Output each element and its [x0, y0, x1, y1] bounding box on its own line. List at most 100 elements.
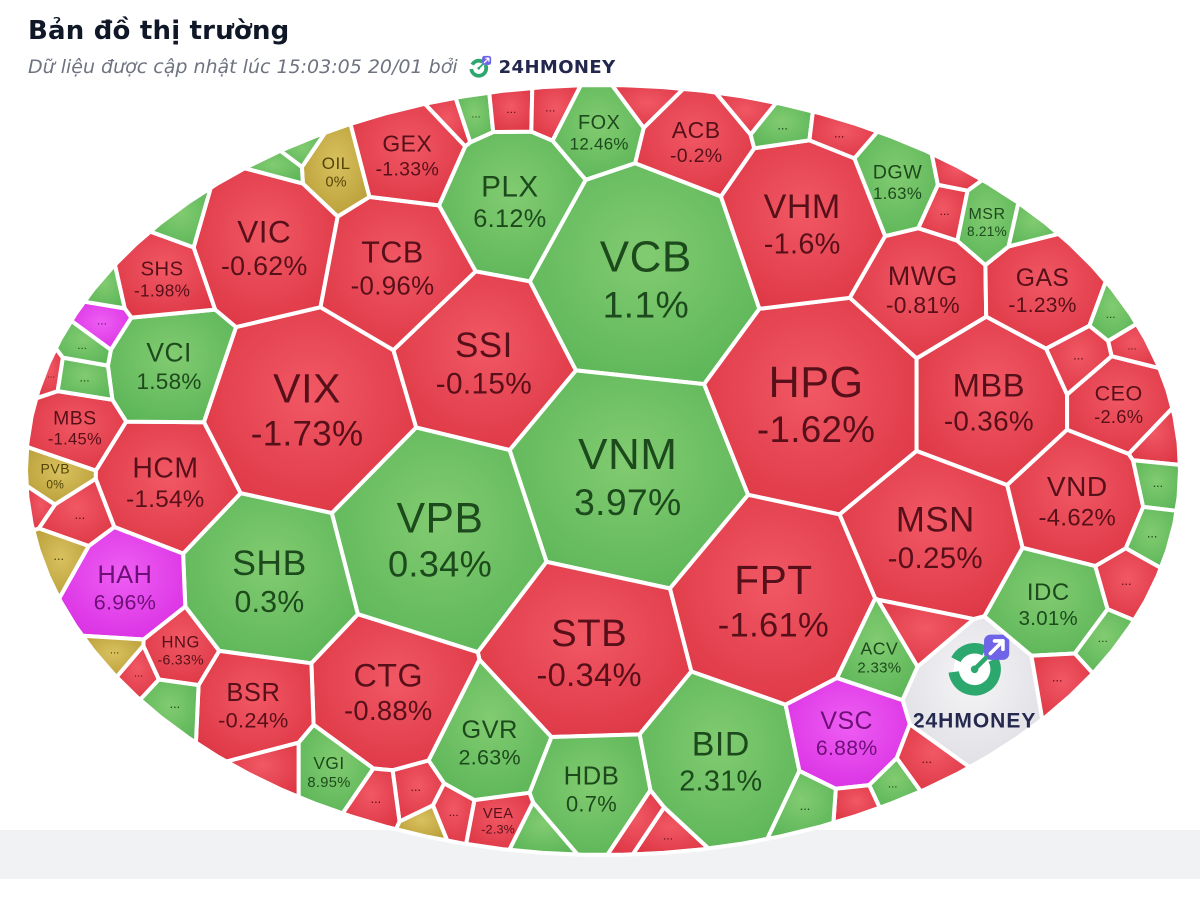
cell-pct: 0.3% — [234, 586, 304, 619]
cell-tiny-69[interactable] — [605, 788, 667, 857]
cell-dots: ... — [80, 374, 90, 384]
cell-tiny-70[interactable] — [507, 800, 580, 857]
cell-pct: -2.3% — [481, 823, 515, 837]
cell-pct: -0.25% — [888, 542, 983, 575]
cell-dots: ... — [170, 700, 181, 710]
cell-pct: 12.46% — [570, 135, 629, 154]
cell-pct: -6.33% — [157, 652, 204, 668]
cell-tiny-50[interactable] — [807, 109, 880, 161]
cell-ticker: VSC — [820, 707, 873, 735]
cell-dots: ... — [48, 373, 56, 380]
cell-dots: ... — [110, 647, 120, 656]
cell-ticker: VPB — [397, 494, 484, 542]
cell-ticker: GEX — [382, 131, 432, 157]
cell-tiny-66[interactable] — [831, 783, 882, 825]
cell-dots: ... — [507, 105, 517, 115]
cell-dots: ... — [135, 670, 144, 679]
24hmoney-icon — [468, 55, 491, 78]
cell-pct: -0.81% — [886, 292, 960, 318]
cell-pct: 1.63% — [873, 184, 922, 203]
cell-tiny-78[interactable] — [80, 633, 146, 680]
24hmoney-logo-text: 24HMONEY — [913, 709, 1037, 732]
cell-pct: -0.36% — [944, 406, 1034, 437]
cell-tiny-86[interactable] — [82, 262, 127, 311]
cell-tiny-62[interactable] — [1029, 651, 1095, 722]
cell-tiny-81[interactable] — [24, 484, 57, 533]
cell-ticker: ACV — [861, 639, 899, 659]
cell-tiny-74[interactable] — [340, 766, 402, 832]
cell-pct: -1.23% — [1008, 294, 1076, 317]
cell-pct: -0.34% — [537, 656, 642, 693]
24hmoney-logo-icon — [948, 634, 1010, 696]
cell-tiny-46[interactable] — [529, 83, 583, 143]
cell-ticker: VND — [1047, 471, 1108, 502]
cell-ticker: VCB — [600, 233, 692, 282]
cell-ticker: TCB — [361, 236, 424, 270]
cell-ticker: CEO — [1095, 382, 1143, 406]
cell-pct: 6.88% — [816, 737, 878, 760]
cell-tiny-87[interactable] — [148, 186, 213, 250]
cell-tiny-53[interactable] — [1006, 200, 1061, 249]
cell-dots: ... — [411, 783, 422, 793]
cell-tiny-75[interactable] — [224, 740, 301, 799]
cell-ticker: HCM — [132, 453, 198, 485]
cell-tiny-51[interactable] — [929, 151, 985, 193]
cell-dots: ... — [800, 802, 811, 812]
cell-pct: -1.45% — [48, 431, 102, 449]
cell-FOX[interactable] — [550, 83, 646, 182]
cell-ticker: MSR — [968, 206, 1005, 223]
cell-pct: -1.98% — [134, 281, 190, 301]
cell-dots: ... — [449, 808, 459, 818]
cell-pct: -2.6% — [1094, 406, 1143, 427]
cell-ticker: SHS — [141, 259, 184, 281]
cell-pct: -0.62% — [221, 251, 308, 281]
cell-ticker: SHB — [232, 543, 307, 583]
cell-ticker: MSN — [896, 501, 975, 540]
cell-pct: 0.7% — [566, 791, 617, 816]
cell-ticker: PLX — [481, 170, 539, 203]
cell-dots: ... — [1153, 479, 1163, 489]
cell-tiny-89[interactable] — [242, 148, 305, 186]
cell-pct: -4.62% — [1039, 504, 1117, 531]
cell-pct: -0.15% — [436, 367, 532, 400]
cell-ticker: VEA — [483, 806, 514, 822]
cell-pct: 2.63% — [458, 746, 520, 770]
cell-ticker: VCI — [146, 338, 192, 368]
cell-pct: 2.33% — [857, 660, 901, 677]
cell-dots: ... — [778, 122, 789, 132]
cell-dots: ... — [1074, 352, 1085, 362]
page-header: Bản đồ thị trường Dữ liệu được cập nhật … — [0, 0, 1200, 82]
page-title: Bản đồ thị trường — [28, 16, 290, 46]
cell-ticker: DGW — [873, 162, 923, 184]
brand-logo: 24HMONEY — [466, 54, 616, 81]
cell-ticker: MWG — [888, 261, 958, 291]
cell-ticker: ACB — [672, 117, 721, 143]
cell-tiny-68[interactable] — [630, 805, 711, 857]
cell-dots: ... — [835, 129, 845, 139]
cell-dots: ... — [1053, 674, 1064, 684]
cell-tiny-52[interactable] — [916, 183, 970, 243]
cell-ticker: VHM — [764, 188, 841, 226]
cell-dots: ... — [97, 317, 107, 327]
cell-tiny-67[interactable] — [765, 769, 838, 841]
cell-ticker: BSR — [226, 679, 280, 707]
cell-pct: -1.6% — [764, 229, 841, 261]
update-info-text: Dữ liệu được cập nhật lúc 15:03:05 20/01… — [28, 56, 458, 79]
update-info-row: Dữ liệu được cập nhật lúc 15:03:05 20/01… — [28, 52, 1200, 82]
cell-tiny-47[interactable] — [610, 83, 686, 130]
cell-tiny-63[interactable] — [875, 597, 976, 669]
cell-pct: 1.58% — [136, 369, 201, 394]
cell-pct: -0.24% — [218, 708, 289, 733]
cell-pct: -1.62% — [757, 409, 875, 450]
cell-ticker: FOX — [578, 112, 620, 134]
cell-pct: 3.97% — [574, 481, 682, 523]
cell-ticker: VNM — [578, 430, 677, 479]
cell-pct: -0.88% — [344, 695, 433, 726]
cell-dots: ... — [922, 755, 933, 765]
cell-tiny-56[interactable] — [1044, 323, 1114, 397]
cell-ticker: CTG — [353, 658, 423, 694]
cell-ticker: STB — [551, 612, 627, 655]
cell-pct: -1.54% — [126, 486, 204, 513]
